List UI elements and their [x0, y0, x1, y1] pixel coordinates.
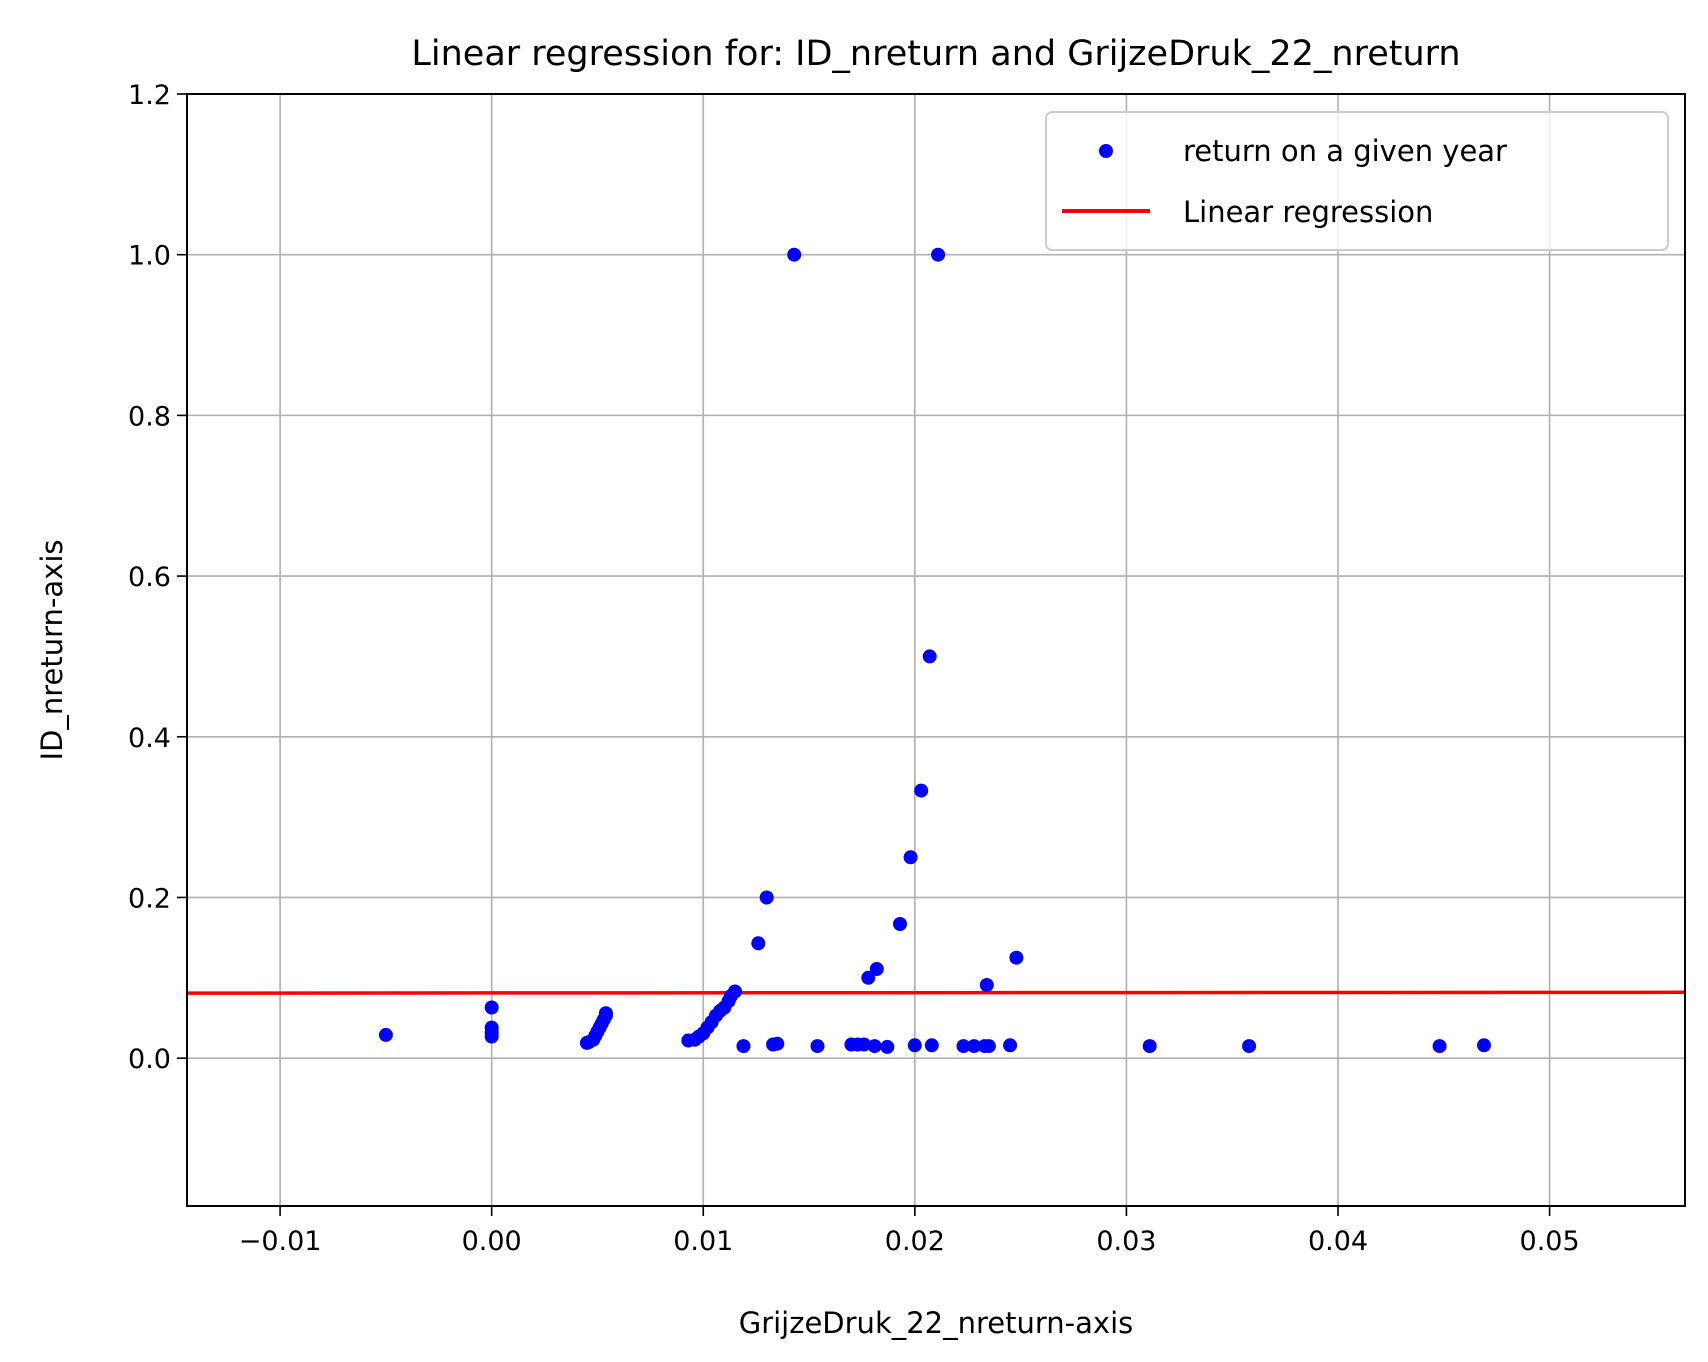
x-tick-label: 0.02 [885, 1226, 945, 1257]
data-point [810, 1039, 825, 1054]
data-point [1142, 1039, 1157, 1054]
y-axis-ticks: 0.0 0.2 0.4 0.6 0.8 1.0 1.2 [128, 80, 187, 1075]
legend-label-line: Linear regression [1183, 195, 1433, 229]
data-point [857, 1037, 872, 1052]
legend: return on a given year Linear regression [1045, 111, 1669, 251]
data-point [598, 1006, 613, 1021]
data-point [1003, 1038, 1018, 1053]
y-axis-title: ID_nreturn-axis [35, 540, 69, 761]
legend-box [1045, 111, 1669, 251]
y-tick-label: 0.6 [128, 562, 171, 593]
y-tick-label: 1.2 [128, 80, 171, 111]
x-axis-title: GrijzeDruk_22_nreturn-axis [739, 1306, 1134, 1340]
x-axis-ticks: −0.01 0.00 0.01 0.02 0.03 0.04 0.05 [239, 1206, 1580, 1257]
y-tick-label: 1.0 [128, 241, 171, 272]
data-point [903, 850, 918, 865]
data-point [869, 962, 884, 976]
plot-area-frame [186, 93, 1686, 1207]
y-tick-label: 0.0 [128, 1044, 171, 1075]
y-tick-label: 0.2 [128, 883, 171, 914]
chart-title: Linear regression for: ID_nreturn and Gr… [411, 34, 1460, 74]
x-tick-label: −0.01 [239, 1226, 322, 1257]
data-point [751, 936, 766, 951]
data-point [759, 890, 774, 905]
data-point [981, 1039, 996, 1054]
regression-line [186, 990, 1686, 995]
data-point [979, 978, 994, 992]
x-tick-label: 0.04 [1308, 1226, 1368, 1257]
data-point [956, 1039, 971, 1054]
data-point [484, 1029, 499, 1044]
x-tick-label: 0.03 [1096, 1226, 1156, 1257]
y-tick-label: 0.8 [128, 401, 171, 432]
data-point [861, 970, 876, 985]
y-tick-label: 0.4 [128, 723, 171, 754]
x-tick-label: 0.00 [462, 1226, 522, 1257]
data-point [893, 917, 907, 931]
regression-line-layer [186, 990, 1686, 995]
data-point [867, 1039, 882, 1054]
data-point [880, 1039, 895, 1054]
data-point [484, 1000, 499, 1015]
data-point [967, 1039, 982, 1054]
data-point [787, 247, 802, 262]
data-point [378, 1027, 393, 1042]
x-tick-label: 0.05 [1520, 1226, 1580, 1257]
data-point [922, 649, 937, 664]
scatter-points [378, 247, 1491, 1054]
data-point [736, 1039, 751, 1054]
data-point [1477, 1038, 1491, 1053]
data-point [931, 247, 946, 262]
data-point [1009, 950, 1024, 965]
data-point [924, 1038, 939, 1053]
legend-marker-scatter [1099, 144, 1113, 158]
data-point [728, 984, 742, 999]
data-point [1432, 1039, 1447, 1054]
data-point [1242, 1039, 1257, 1054]
data-point [770, 1036, 785, 1051]
data-point [907, 1038, 922, 1053]
legend-label-scatter: return on a given year [1183, 134, 1507, 168]
x-tick-label: 0.01 [673, 1226, 733, 1257]
data-point [914, 783, 929, 798]
